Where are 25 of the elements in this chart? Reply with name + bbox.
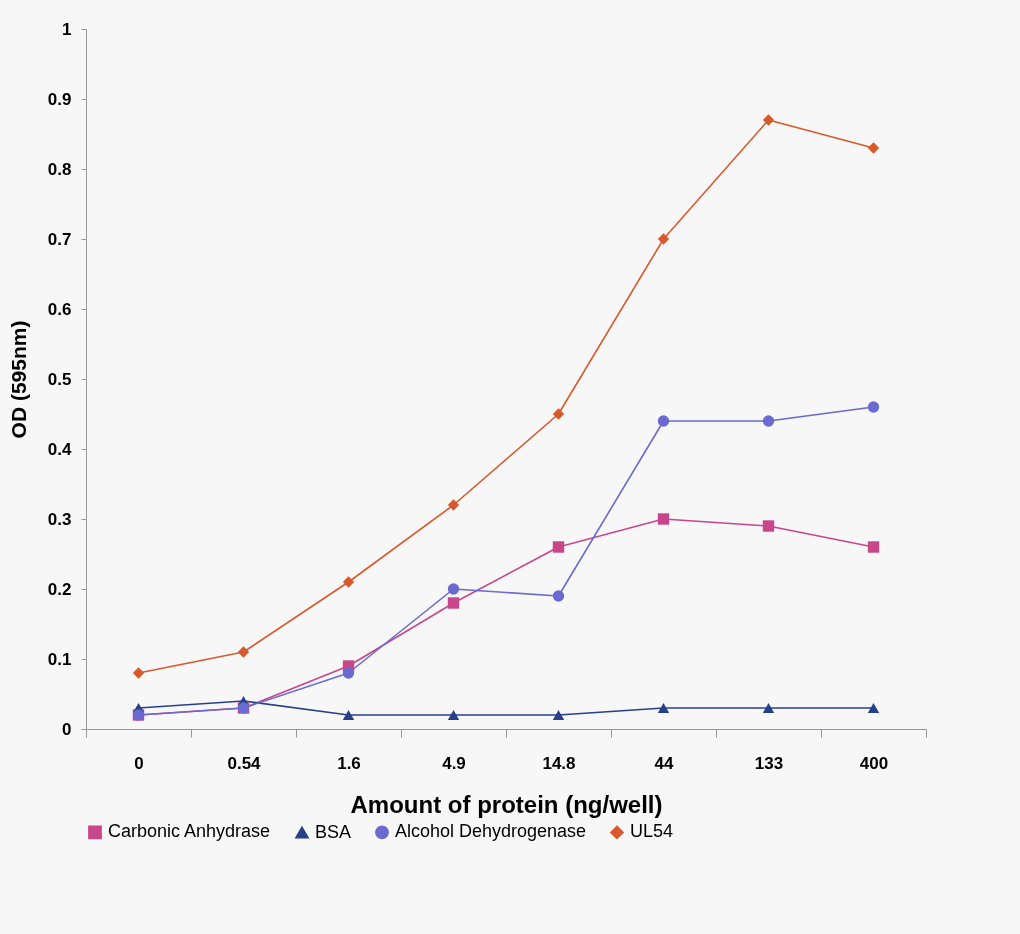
y-tick-label: 0.6 [47, 299, 72, 319]
y-tick-label: 0.5 [47, 369, 72, 389]
legend-label: Alcohol Dehydrogenase [395, 821, 587, 842]
y-tick-label: 0 [62, 719, 72, 739]
x-tick-label: 44 [654, 753, 674, 773]
y-tick-label: 0.1 [47, 649, 72, 669]
y-tick-label: 0.3 [47, 509, 72, 529]
legend-label: UL54 [630, 821, 674, 842]
x-tick-label: 14.8 [542, 753, 576, 773]
x-tick-label: 4.9 [442, 753, 466, 773]
x-tick-label: 0.54 [227, 753, 262, 773]
y-tick-label: 1 [62, 19, 72, 39]
y-tick-label: 0.7 [47, 229, 72, 249]
x-tick-label: 400 [859, 753, 889, 773]
legend-label: BSA [315, 821, 352, 842]
x-tick-label: 1.6 [337, 753, 361, 773]
legend-label: Carbonic Anhydrase [108, 821, 271, 842]
y-axis-title: OD (595nm) [6, 320, 30, 439]
x-tick-label: 0 [134, 753, 144, 773]
y-tick-label: 0.4 [47, 439, 73, 459]
y-tick-label: 0.8 [47, 159, 72, 179]
x-axis-title: Amount of protein (ng/well) [350, 790, 663, 818]
y-tick-label: 0.2 [47, 579, 72, 599]
y-tick-label: 0.9 [47, 89, 72, 109]
x-tick-label: 133 [754, 753, 784, 773]
